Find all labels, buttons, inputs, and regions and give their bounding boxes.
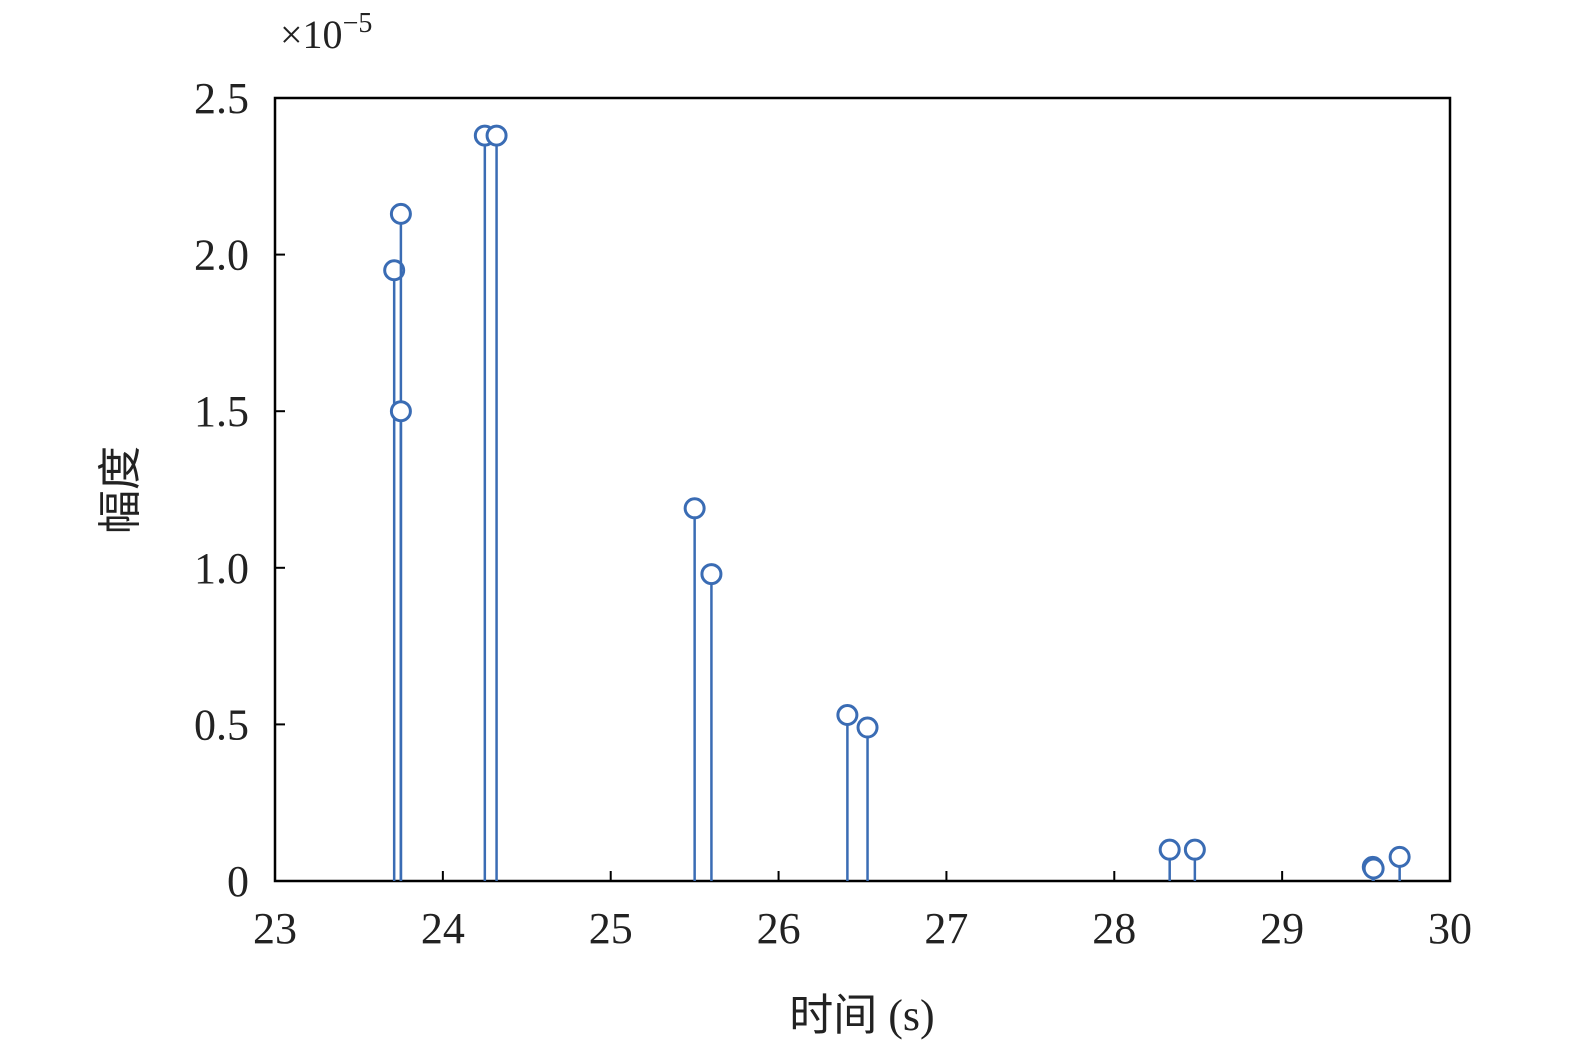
stem-marker bbox=[485, 124, 508, 147]
y-scale: ×10−5 bbox=[280, 8, 372, 57]
x-tick-label: 25 bbox=[589, 904, 633, 953]
stem-marker bbox=[1183, 838, 1206, 861]
y-tick-label: 0.5 bbox=[194, 700, 249, 749]
y-axis-label: 幅度 bbox=[96, 446, 145, 534]
stem-marker bbox=[856, 716, 879, 739]
x-tick-label: 23 bbox=[253, 904, 297, 953]
stem-marker bbox=[836, 704, 859, 727]
x-tick-label: 28 bbox=[1092, 904, 1136, 953]
stem-marker bbox=[683, 497, 706, 520]
y-tick-label: 1.0 bbox=[194, 544, 249, 593]
y-tick-label: 0 bbox=[227, 857, 249, 906]
x-tick-label: 24 bbox=[421, 904, 465, 953]
stem-marker bbox=[700, 563, 723, 586]
stem-marker bbox=[1158, 838, 1181, 861]
x-axis-label: 时间 (s) bbox=[789, 991, 934, 1040]
x-tick-label: 29 bbox=[1260, 904, 1304, 953]
x-tick-label: 30 bbox=[1428, 904, 1472, 953]
y-tick-label: 1.5 bbox=[194, 387, 249, 436]
plot-frame bbox=[273, 96, 1452, 883]
y-tick-label: 2.0 bbox=[194, 231, 249, 280]
stem-marker bbox=[383, 259, 406, 282]
stem-marker bbox=[1362, 857, 1385, 880]
stem-marker bbox=[1388, 845, 1411, 868]
x-tick-label: 26 bbox=[757, 904, 801, 953]
stem-marker bbox=[389, 400, 412, 423]
stem-marker bbox=[389, 202, 412, 225]
x-tick-label: 27 bbox=[924, 904, 968, 953]
y-tick-label: 2.5 bbox=[194, 74, 249, 123]
